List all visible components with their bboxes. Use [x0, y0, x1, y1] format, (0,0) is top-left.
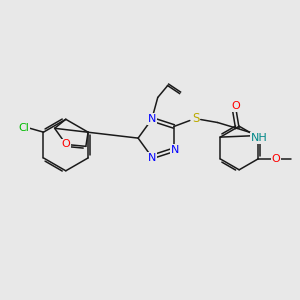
Text: S: S: [192, 112, 200, 125]
Text: NH: NH: [251, 134, 268, 143]
Text: Cl: Cl: [18, 123, 29, 133]
Text: O: O: [62, 140, 70, 149]
Text: O: O: [272, 154, 280, 164]
Text: N: N: [148, 114, 156, 124]
Text: N: N: [148, 153, 156, 163]
Text: N: N: [171, 145, 179, 155]
Text: O: O: [231, 101, 240, 111]
